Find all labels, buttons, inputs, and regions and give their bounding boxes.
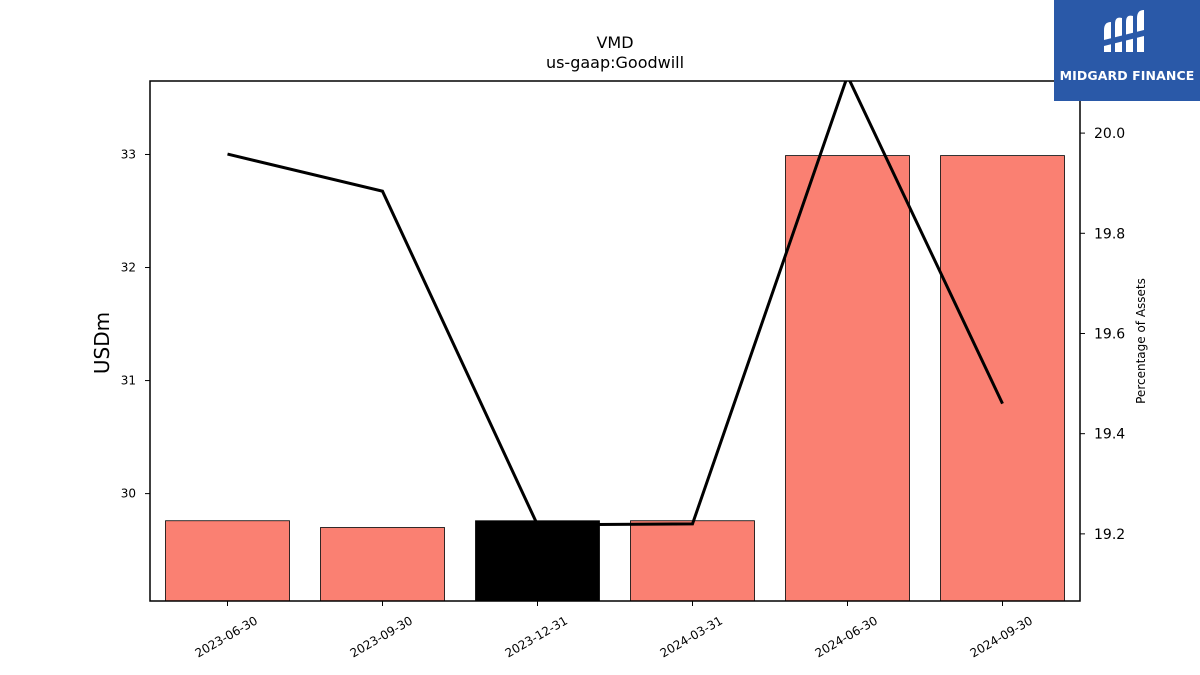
x-tick-label: 2023-06-30 <box>193 613 260 660</box>
bar-2024-03-31 <box>630 520 755 602</box>
y-tick-label: 33 <box>121 147 136 161</box>
bar-series <box>165 155 1065 602</box>
x-tick-label: 2024-03-31 <box>658 613 725 660</box>
brand-name: MIDGARD FINANCE <box>1059 68 1195 83</box>
chart-title: VMD <box>596 33 633 52</box>
bar-2023-12-31 <box>475 520 600 602</box>
x-axis-ticks: 2023-06-30 2023-09-30 2023-12-31 2024-03-31… <box>193 601 1035 660</box>
left-axis-ticks: 30 31 32 33 <box>121 147 150 501</box>
y2-tick-label: 19.8 <box>1094 226 1125 242</box>
bar-2023-06-30 <box>165 520 290 602</box>
bar-2024-09-30 <box>940 155 1065 602</box>
y2-tick-label: 19.6 <box>1094 326 1125 342</box>
y-tick-label: 31 <box>121 374 136 388</box>
bar-2023-09-30 <box>320 527 445 602</box>
x-tick-label: 2023-09-30 <box>348 613 415 660</box>
brand-logo: MIDGARD FINANCE <box>1054 0 1200 101</box>
plot-frame <box>149 80 1081 602</box>
logo-mark-icon <box>1104 10 1144 53</box>
bar-2024-06-30 <box>785 155 910 602</box>
chart-subtitle: us-gaap:Goodwill <box>546 53 684 72</box>
y-tick-label: 30 <box>121 487 136 501</box>
percentage-line <box>227 81 1004 527</box>
right-axis-ticks: 19.2 19.4 19.6 19.8 20.0 <box>1080 126 1125 543</box>
y-axis-label: USDm <box>90 312 114 374</box>
y2-tick-label: 19.4 <box>1094 427 1125 443</box>
x-tick-label: 2024-09-30 <box>968 613 1035 660</box>
x-tick-label: 2023-12-31 <box>503 613 570 660</box>
y2-axis-label: Percentage of Assets <box>1134 278 1148 404</box>
y-tick-label: 32 <box>121 261 136 275</box>
y2-tick-label: 19.2 <box>1094 527 1125 543</box>
x-tick-label: 2024-06-30 <box>813 613 880 660</box>
y2-tick-label: 20.0 <box>1094 126 1125 142</box>
